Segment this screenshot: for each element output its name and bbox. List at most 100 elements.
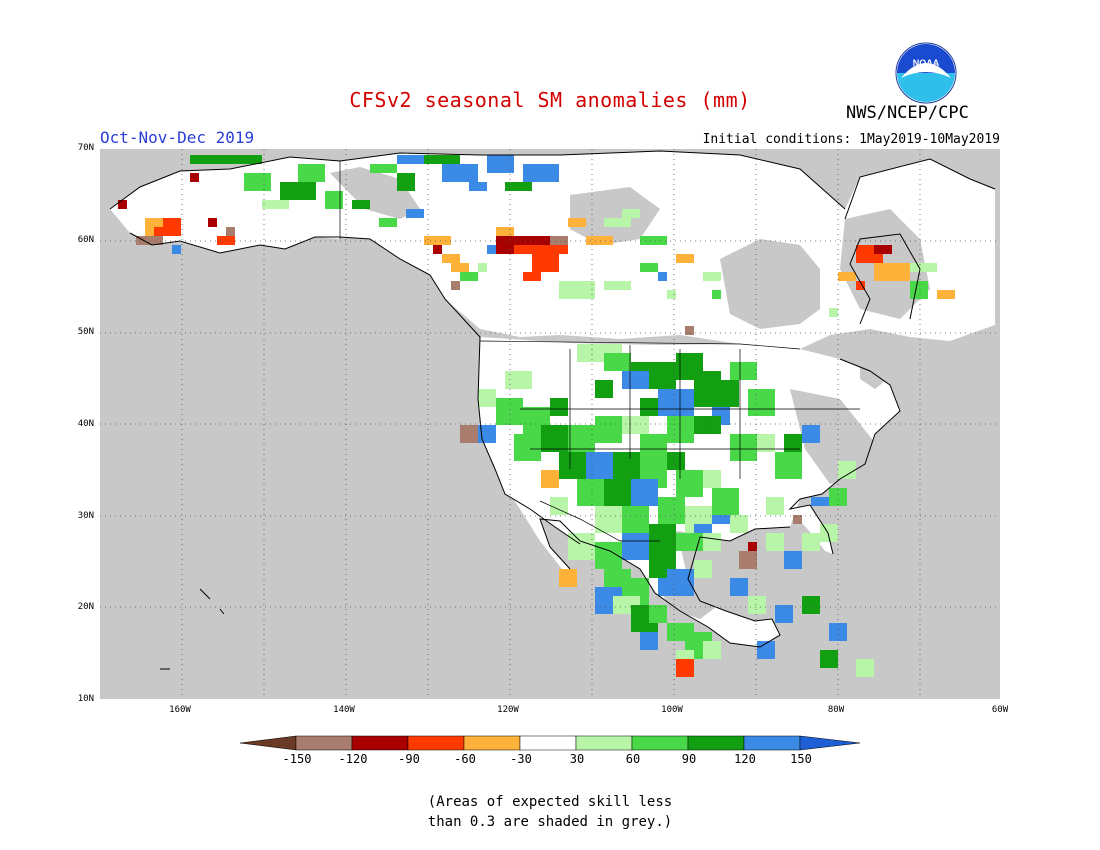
anomaly-cell xyxy=(667,452,685,470)
skill-note-line: (Areas of expected skill less xyxy=(427,794,673,810)
anomaly-cell xyxy=(190,173,199,182)
anomaly-cell xyxy=(487,155,514,173)
anomaly-cell xyxy=(694,416,721,434)
lat-label: 30N xyxy=(77,511,94,521)
anomaly-cell xyxy=(703,641,721,659)
anomaly-cell xyxy=(226,227,235,236)
anomaly-cell xyxy=(766,497,784,515)
anomaly-cell xyxy=(658,578,676,596)
anomaly-cell xyxy=(910,263,937,272)
anomaly-cell xyxy=(568,533,595,560)
anomaly-cell xyxy=(874,245,892,254)
anomaly-cell xyxy=(595,506,622,533)
colorbar-label: 60 xyxy=(625,752,641,766)
anomaly-cell xyxy=(739,551,757,569)
anomaly-cell xyxy=(703,470,721,488)
colorbar-label: 150 xyxy=(790,752,812,766)
anomaly-cell xyxy=(631,362,649,371)
anomaly-cell xyxy=(523,164,559,182)
anomaly-cell xyxy=(604,281,631,290)
anomaly-cell xyxy=(442,164,478,182)
anomaly-cell xyxy=(352,200,370,209)
anomaly-cell xyxy=(802,425,820,443)
anomaly-cell xyxy=(694,560,712,578)
colorbar-segment xyxy=(351,735,409,751)
anomaly-cell xyxy=(712,488,739,515)
skill-note-line: than 0.3 are shaded in grey.) xyxy=(427,814,673,830)
anomaly-cell xyxy=(550,398,568,416)
anomaly-cell xyxy=(505,182,532,191)
anomaly-cell xyxy=(775,605,793,623)
colorbar-label: -90 xyxy=(398,752,420,766)
lon-label: 140W xyxy=(333,705,355,715)
anomaly-cell xyxy=(559,452,586,479)
anomaly-cell xyxy=(118,200,127,209)
lat-label: 40N xyxy=(77,419,94,429)
anomaly-cell xyxy=(244,173,271,191)
anomaly-cell xyxy=(478,425,496,443)
anomaly-cell xyxy=(676,533,703,551)
lat-label: 60N xyxy=(77,235,94,245)
anomaly-cell xyxy=(748,596,766,614)
anomaly-cell xyxy=(424,155,460,164)
anomaly-cell xyxy=(586,236,613,245)
anomaly-cell xyxy=(262,200,289,209)
anomaly-cell xyxy=(523,272,541,281)
anomaly-cell xyxy=(658,497,685,524)
anomaly-cell xyxy=(136,236,163,245)
anomaly-cell xyxy=(784,434,802,452)
anomaly-cell xyxy=(595,380,613,398)
anomaly-cell xyxy=(487,245,496,254)
anomaly-cell xyxy=(514,245,568,254)
anomaly-cell xyxy=(829,488,847,506)
organization-label: NWS/NCEP/CPC xyxy=(846,103,969,123)
anomaly-cell xyxy=(685,326,694,335)
anomaly-cells xyxy=(118,155,955,677)
anomaly-cell xyxy=(874,263,910,281)
lon-label: 160W xyxy=(169,705,191,715)
anomaly-cell xyxy=(460,425,478,443)
anomaly-cell xyxy=(703,272,721,281)
anomaly-cell xyxy=(793,515,802,524)
anomaly-cell xyxy=(937,290,955,299)
skill-note: (Areas of expected skill less than 0.3 a… xyxy=(0,792,1100,832)
anomaly-cell xyxy=(190,155,262,164)
anomaly-cell xyxy=(622,209,640,218)
anomaly-cell xyxy=(568,218,586,227)
lat-label: 10N xyxy=(77,694,94,704)
anomaly-cell xyxy=(856,659,874,677)
grid-lines xyxy=(100,149,1000,699)
anomaly-cell xyxy=(703,533,721,551)
anomaly-cell xyxy=(820,524,838,542)
colorbar-label: -30 xyxy=(510,752,532,766)
anomaly-cell xyxy=(757,641,775,659)
anomaly-cell xyxy=(838,461,856,479)
anomaly-cell xyxy=(622,371,649,389)
anomaly-cell xyxy=(694,524,712,533)
anomaly-cell xyxy=(838,272,856,281)
anomaly-cell xyxy=(640,263,658,272)
anomaly-cell xyxy=(478,389,496,407)
initial-conditions: Initial conditions: 1May2019-10May2019 xyxy=(702,132,1000,147)
colorbar-segment xyxy=(463,735,521,751)
anomaly-cell xyxy=(379,218,397,227)
lon-label: 60W xyxy=(991,705,1009,715)
anomaly-cell xyxy=(721,380,739,407)
anomaly-cell xyxy=(559,281,595,299)
anomaly-cell xyxy=(802,533,820,551)
season-label: Oct-Nov-Dec 2019 xyxy=(100,128,255,147)
svg-text:NOAA: NOAA xyxy=(913,58,940,68)
anomaly-cell xyxy=(577,479,604,506)
anomaly-cell xyxy=(676,254,694,263)
anomaly-cell xyxy=(397,155,424,164)
anomaly-cell xyxy=(442,254,460,263)
lon-label: 100W xyxy=(661,705,683,715)
anomaly-cell xyxy=(451,281,460,290)
anomaly-cell xyxy=(775,452,802,479)
lat-label: 20N xyxy=(77,602,94,612)
anomaly-cell xyxy=(676,470,703,497)
anomaly-cell xyxy=(568,425,595,452)
anomaly-map xyxy=(100,149,1000,699)
lat-label: 70N xyxy=(77,143,94,153)
colorbar-segment xyxy=(519,735,577,751)
